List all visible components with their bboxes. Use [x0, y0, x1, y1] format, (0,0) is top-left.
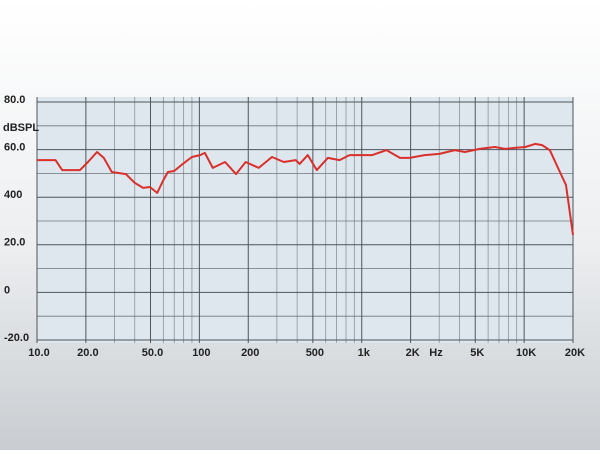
y-tick-label: 0: [4, 284, 10, 296]
plot-area: [37, 97, 573, 343]
y-tick-label: -20.0: [4, 332, 29, 344]
x-tick-label: 50.0: [142, 347, 163, 359]
x-tick-label: 20K: [565, 347, 585, 359]
x-tick-label: 10.0: [28, 347, 49, 359]
y-tick-label: 80.0: [4, 94, 25, 106]
y-axis-label: dBSPL: [3, 122, 39, 134]
response-curve: [37, 142, 574, 236]
x-tick-label: 2K: [406, 347, 420, 359]
x-axis-label: Hz: [429, 347, 443, 359]
x-tick-label: 200: [241, 347, 259, 359]
x-tick-label: 100: [192, 347, 210, 359]
y-tick-label: 20.0: [4, 237, 25, 249]
x-tick-label: 20.0: [77, 347, 98, 359]
y-tick-label: 60.0: [4, 142, 25, 154]
x-tick-label: 1k: [358, 347, 371, 359]
x-tick-label: 500: [306, 347, 324, 359]
y-tick-label: 400: [4, 189, 22, 201]
x-tick-label: 10K: [516, 347, 536, 359]
x-tick-label: 5K: [470, 347, 484, 359]
